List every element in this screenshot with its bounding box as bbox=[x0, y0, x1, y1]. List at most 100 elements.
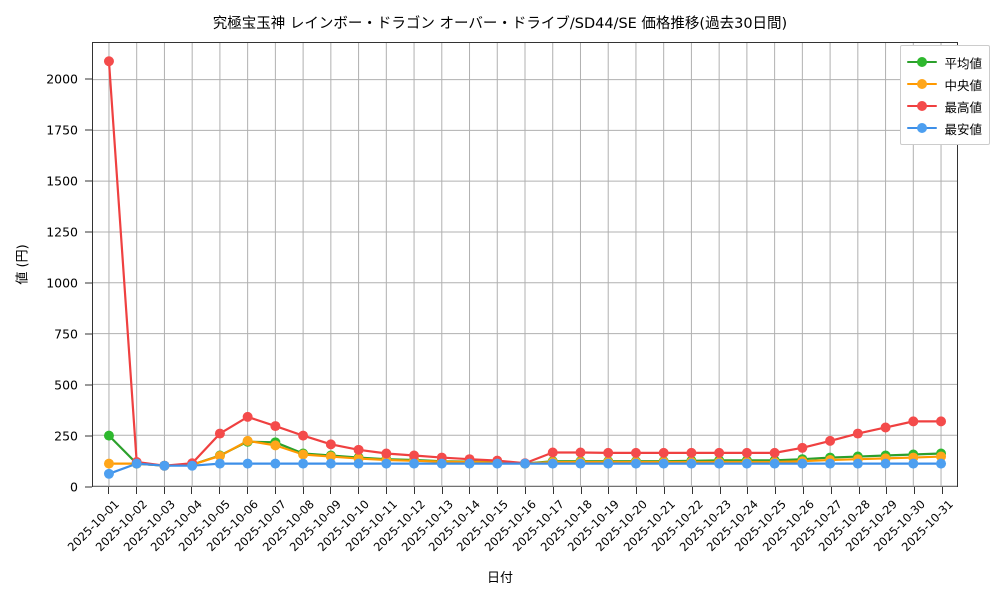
series-point bbox=[131, 458, 142, 469]
series-point bbox=[436, 458, 447, 469]
legend-item-1[interactable]: 中央値 bbox=[907, 73, 982, 95]
series-point bbox=[298, 430, 309, 441]
series-point bbox=[242, 411, 253, 422]
y-tick-mark bbox=[85, 282, 92, 284]
series-point bbox=[686, 447, 697, 458]
x-tick-mark bbox=[719, 487, 721, 494]
series-point bbox=[381, 458, 392, 469]
x-tick-mark bbox=[608, 487, 610, 494]
y-axis-ticks: 0 250 500 750 1000 1250 1500 1750 2000 bbox=[0, 42, 92, 495]
series-point bbox=[658, 447, 669, 458]
series-point bbox=[908, 416, 919, 427]
series-point bbox=[714, 447, 725, 458]
series-point bbox=[769, 458, 780, 469]
series-point bbox=[103, 468, 114, 479]
series-point bbox=[575, 447, 586, 458]
series-point bbox=[658, 458, 669, 469]
legend-swatch-icon bbox=[907, 100, 938, 112]
legend-item-2[interactable]: 最高値 bbox=[907, 95, 982, 117]
series-point bbox=[630, 447, 641, 458]
y-tick-mark bbox=[85, 180, 92, 182]
series-point bbox=[214, 428, 225, 439]
y-tick-label: 250 bbox=[54, 428, 78, 444]
series-point bbox=[270, 421, 281, 432]
legend-swatch-icon bbox=[907, 122, 938, 134]
series-point bbox=[936, 416, 947, 427]
series-point bbox=[852, 458, 863, 469]
series-point bbox=[492, 458, 503, 469]
y-tick-label: 750 bbox=[54, 326, 78, 342]
x-tick-mark bbox=[330, 487, 332, 494]
x-tick-mark bbox=[191, 487, 193, 494]
x-tick-mark bbox=[775, 487, 777, 494]
x-tick-mark bbox=[163, 487, 165, 494]
series-point bbox=[630, 458, 641, 469]
series-point bbox=[797, 458, 808, 469]
x-tick-mark bbox=[469, 487, 471, 494]
y-tick-mark bbox=[85, 129, 92, 131]
series-point bbox=[214, 450, 225, 461]
x-tick-mark bbox=[413, 487, 415, 494]
x-tick-mark bbox=[219, 487, 221, 494]
x-tick-mark bbox=[691, 487, 693, 494]
series-point bbox=[603, 447, 614, 458]
series-point bbox=[270, 440, 281, 451]
y-tick-mark bbox=[85, 435, 92, 437]
series-point bbox=[325, 439, 336, 450]
series-point bbox=[686, 458, 697, 469]
legend-label: 最高値 bbox=[944, 99, 982, 115]
series-point bbox=[409, 458, 420, 469]
y-tick-label: 1500 bbox=[46, 173, 78, 189]
x-tick-mark bbox=[942, 487, 943, 494]
series-point bbox=[325, 451, 336, 462]
legend-swatch-icon bbox=[907, 56, 938, 68]
x-tick-mark bbox=[441, 487, 443, 494]
series-point bbox=[825, 435, 836, 446]
legend-label: 平均値 bbox=[944, 55, 982, 71]
legend-label: 最安値 bbox=[944, 121, 982, 137]
x-tick-mark bbox=[386, 487, 387, 494]
y-tick-label: 1000 bbox=[46, 275, 78, 291]
series-point bbox=[353, 458, 364, 469]
x-tick-mark bbox=[525, 487, 526, 494]
series-point bbox=[242, 435, 253, 446]
x-tick-mark bbox=[858, 487, 860, 494]
x-tick-mark bbox=[914, 487, 916, 494]
legend-item-0[interactable]: 平均値 bbox=[907, 51, 982, 73]
series-point bbox=[741, 447, 752, 458]
series-point bbox=[852, 428, 863, 439]
y-tick-label: 500 bbox=[54, 377, 78, 393]
x-tick-mark bbox=[108, 487, 109, 494]
gridlines bbox=[93, 43, 957, 487]
series-point bbox=[353, 444, 364, 455]
x-tick-mark bbox=[803, 487, 804, 494]
series-point bbox=[797, 442, 808, 453]
x-tick-mark bbox=[886, 487, 888, 494]
series-point bbox=[159, 460, 170, 471]
series-point bbox=[520, 458, 530, 469]
series-point bbox=[936, 451, 947, 462]
series-point bbox=[409, 450, 420, 461]
x-tick-mark bbox=[747, 487, 749, 494]
y-tick-label: 1750 bbox=[46, 122, 78, 138]
x-tick-mark bbox=[636, 487, 638, 494]
y-tick-label: 2000 bbox=[46, 71, 78, 87]
series-point bbox=[547, 447, 558, 458]
series-point bbox=[242, 458, 253, 469]
x-tick-mark bbox=[664, 487, 665, 494]
series-point bbox=[214, 458, 225, 469]
data-series-layer bbox=[103, 56, 947, 479]
series-point bbox=[270, 458, 281, 469]
legend-swatch-icon bbox=[907, 78, 938, 90]
series-point bbox=[103, 458, 114, 469]
series-point bbox=[381, 448, 392, 459]
legend-item-3[interactable]: 最安値 bbox=[907, 117, 982, 139]
y-tick-mark bbox=[85, 78, 92, 80]
chart-legend: 平均値中央値最高値最安値 bbox=[900, 45, 990, 145]
series-point bbox=[103, 430, 114, 441]
x-tick-mark bbox=[135, 487, 137, 494]
series-point bbox=[298, 458, 309, 469]
series-point bbox=[325, 458, 336, 469]
x-tick-mark bbox=[497, 487, 499, 494]
